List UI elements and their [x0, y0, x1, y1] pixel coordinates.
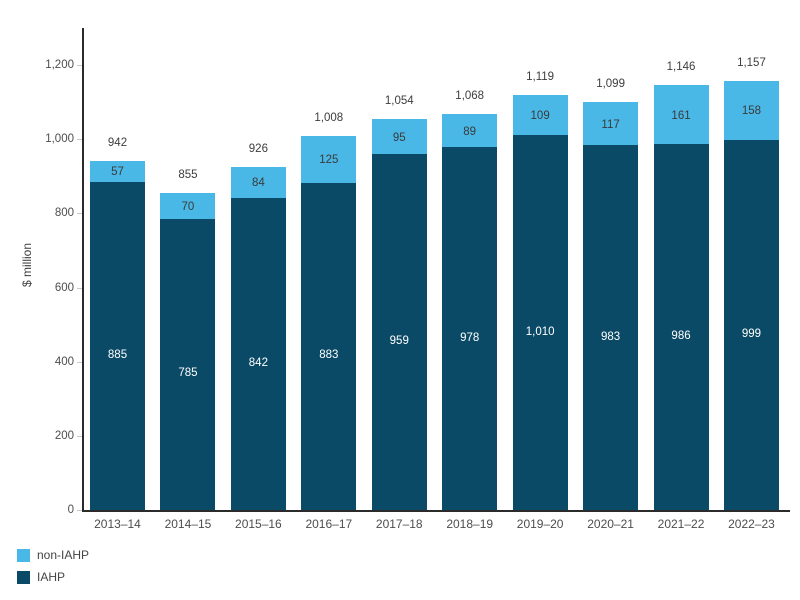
y-axis-tick-mark [77, 287, 82, 289]
segment-value-label-non-iahp: 84 [251, 177, 265, 190]
y-axis-line [82, 28, 84, 512]
x-axis-tick-label: 2015–16 [235, 517, 282, 531]
segment-value-label-iahp: 959 [389, 335, 409, 348]
bar-segment-iahp [583, 145, 639, 510]
bar-segment-iahp [301, 182, 357, 510]
segment-value-label-non-iahp: 70 [181, 200, 195, 213]
segment-value-label-iahp: 978 [460, 331, 480, 344]
y-axis-tick-label: 400 [54, 355, 74, 368]
bar-segment-iahp [230, 197, 286, 510]
total-value-label: 855 [178, 168, 198, 181]
x-axis-tick-label: 2018–19 [446, 517, 494, 531]
y-axis-tick-mark [77, 65, 82, 66]
segment-value-label-non-iahp: 125 [319, 154, 339, 167]
legend-swatch-iahp [17, 570, 30, 584]
y-axis-tick-mark [77, 213, 82, 215]
segment-value-label-non-iahp: 161 [671, 109, 691, 122]
bar-segment-non-iahp [583, 102, 639, 146]
total-value-label: 1,146 [666, 60, 696, 73]
total-value-label: 1,099 [596, 78, 625, 91]
segment-value-label-iahp: 883 [319, 349, 339, 362]
bar-segment-non-iahp [90, 160, 145, 182]
legend-swatch-non-iahp [17, 548, 30, 562]
bar-segment-non-iahp [512, 95, 568, 136]
bar-segment-iahp [442, 147, 498, 510]
bar-segment-non-iahp [653, 84, 709, 145]
y-axis-tick-label: 0 [67, 504, 74, 516]
legend-item-iahp: IAHP [17, 566, 89, 588]
y-axis-tick-mark [77, 435, 82, 437]
total-value-label: 942 [107, 136, 128, 149]
bar-segment-non-iahp [442, 114, 498, 148]
y-axis-tick-mark [77, 361, 82, 363]
x-axis-tick-label: 2020–21 [587, 517, 634, 531]
y-axis-tick-label: 200 [54, 429, 74, 442]
x-axis-tick-label: 2022–23 [728, 517, 775, 531]
bar-segment-iahp [723, 139, 779, 510]
segment-value-label-non-iahp: 57 [111, 166, 124, 179]
x-axis-tick-label: 2021–22 [657, 517, 705, 531]
legend-label-non-iahp: non-IAHP [37, 548, 90, 562]
y-axis-tick-label: 600 [54, 281, 74, 294]
segment-value-label-iahp: 983 [600, 330, 621, 343]
segment-value-label-iahp: 1,010 [525, 325, 555, 338]
y-axis-tick-mark [77, 510, 82, 511]
x-axis-tick-label: 2017–18 [375, 517, 423, 531]
segment-value-label-non-iahp: 117 [601, 118, 620, 131]
total-value-label: 1,008 [314, 112, 344, 125]
x-axis-tick-label: 2019–20 [516, 517, 564, 531]
segment-value-label-iahp: 785 [178, 367, 198, 380]
bar-segment-iahp [512, 135, 568, 510]
y-axis-tick-label: 1,200 [45, 59, 74, 71]
segment-value-label-non-iahp: 158 [741, 105, 762, 118]
total-value-label: 1,068 [455, 90, 485, 103]
segment-value-label-iahp: 986 [671, 330, 691, 343]
segment-value-label-iahp: 842 [248, 356, 268, 369]
bar-segment-non-iahp [723, 80, 779, 140]
x-axis-tick-label: 2014–15 [164, 517, 212, 531]
bar-segment-iahp [653, 144, 709, 510]
x-axis-line [82, 510, 790, 512]
segment-value-label-non-iahp: 109 [530, 110, 550, 123]
legend-item-non-iahp: non-IAHP [17, 544, 89, 566]
bar-segment-non-iahp [371, 119, 427, 155]
y-axis-tick-label: 1,000 [45, 133, 74, 146]
bar-segment-iahp [160, 218, 216, 510]
x-axis-tick-label: 2016–17 [305, 517, 353, 531]
segment-value-label-non-iahp: 95 [392, 131, 406, 144]
bar-segment-non-iahp [301, 136, 357, 183]
bar-segment-non-iahp [160, 192, 216, 219]
total-value-label: 926 [248, 142, 268, 155]
y-axis-tick-label: 800 [54, 207, 74, 220]
total-value-label: 1,119 [526, 71, 555, 84]
bar-segment-iahp [90, 181, 145, 510]
total-value-label: 1,054 [384, 95, 414, 108]
total-value-label: 1,157 [737, 56, 766, 69]
legend-label-iahp: IAHP [37, 570, 66, 584]
legend: non-IAHP IAHP [17, 544, 89, 588]
segment-value-label-iahp: 999 [741, 327, 762, 340]
bar-segment-non-iahp [230, 166, 286, 198]
y-axis-tick-mark [77, 139, 82, 141]
y-axis-title: $ million [20, 243, 34, 288]
x-axis-tick-label: 2013–14 [94, 517, 141, 531]
segment-value-label-iahp: 885 [107, 348, 128, 361]
segment-value-label-non-iahp: 89 [463, 125, 477, 138]
bar-segment-iahp [371, 154, 427, 510]
